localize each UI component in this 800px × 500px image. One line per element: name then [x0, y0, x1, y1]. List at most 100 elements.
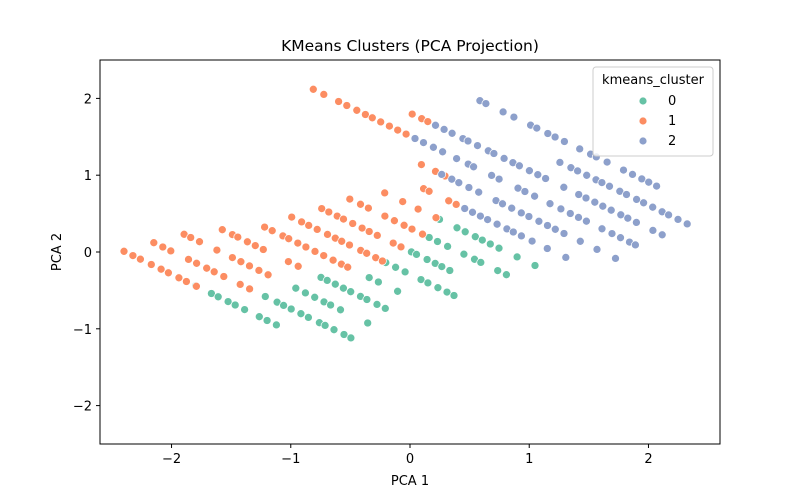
data-point-cluster-0 [364, 273, 374, 282]
data-point-cluster-2 [555, 158, 565, 167]
data-point-cluster-2 [556, 204, 566, 214]
data-point-cluster-1 [209, 267, 219, 277]
data-point-cluster-0 [393, 286, 402, 296]
data-point-cluster-2 [509, 112, 519, 122]
legend-entry: 0 [638, 94, 676, 109]
data-point-cluster-1 [236, 257, 246, 267]
data-point-cluster-1 [328, 255, 338, 265]
data-point-cluster-2 [622, 190, 631, 199]
data-point-cluster-1 [254, 266, 264, 275]
data-point-cluster-2 [545, 199, 555, 209]
data-point-cluster-0 [485, 239, 495, 249]
data-point-cluster-1 [431, 213, 441, 223]
data-point-cluster-1 [372, 231, 382, 240]
data-point-cluster-0 [230, 300, 240, 310]
data-point-cluster-2 [534, 216, 544, 226]
y-tick-label: 0 [84, 246, 92, 261]
data-point-cluster-1 [424, 186, 434, 196]
chart-title: KMeans Clusters (PCA Projection) [281, 37, 539, 55]
data-point-cluster-1 [228, 253, 237, 262]
data-point-cluster-0 [339, 330, 349, 339]
data-point-cluster-1 [380, 188, 390, 198]
data-point-cluster-1 [324, 207, 334, 217]
data-point-cluster-0 [433, 237, 442, 246]
data-point-cluster-1 [334, 97, 343, 106]
data-point-cluster-1 [149, 238, 159, 248]
data-point-cluster-2 [616, 233, 625, 243]
data-point-cluster-0 [330, 279, 340, 289]
data-point-cluster-2 [559, 182, 569, 192]
data-point-cluster-1 [348, 219, 358, 228]
data-point-cluster-2 [550, 132, 560, 142]
data-point-cluster-0 [391, 262, 400, 272]
data-point-cluster-2 [527, 236, 537, 246]
data-point-cluster-1 [378, 256, 387, 266]
data-point-cluster-2 [673, 215, 683, 224]
data-point-cluster-1 [319, 251, 329, 260]
data-point-cluster-1 [357, 223, 367, 233]
data-point-cluster-0 [372, 300, 382, 309]
data-points [119, 84, 692, 343]
data-point-cluster-2 [498, 199, 507, 209]
data-point-cluster-2 [657, 230, 667, 240]
data-point-cluster-2 [499, 154, 509, 163]
data-point-cluster-2 [637, 174, 647, 184]
data-point-cluster-0 [279, 301, 288, 310]
data-point-cluster-0 [223, 297, 233, 306]
data-point-cluster-2 [468, 207, 477, 217]
data-point-cluster-2 [494, 174, 504, 184]
data-point-cluster-0 [329, 325, 339, 335]
data-point-cluster-2 [575, 236, 585, 246]
data-point-cluster-0 [286, 304, 296, 314]
data-point-cluster-1 [287, 212, 297, 222]
data-point-cluster-2 [541, 174, 550, 183]
data-point-cluster-1 [245, 261, 254, 271]
data-point-cluster-0 [502, 270, 511, 280]
data-point-cluster-1 [267, 226, 277, 236]
y-axis-label: PCA 2 [50, 233, 65, 271]
data-point-cluster-1 [376, 117, 386, 127]
data-point-cluster-1 [243, 237, 252, 247]
data-point-cluster-1 [339, 214, 348, 224]
data-point-cluster-1 [164, 268, 173, 278]
data-point-cluster-2 [602, 157, 612, 167]
data-point-cluster-1 [263, 270, 273, 280]
data-point-cluster-0 [477, 235, 487, 245]
data-point-cluster-2 [623, 213, 633, 223]
legend-entry: 1 [638, 114, 676, 129]
data-point-cluster-1 [217, 225, 227, 235]
data-point-cluster-1 [407, 224, 417, 234]
data-point-cluster-2 [517, 231, 526, 241]
data-point-cluster-1 [398, 197, 408, 206]
data-point-cluster-2 [559, 229, 569, 238]
data-point-cluster-2 [508, 227, 518, 237]
data-point-cluster-2 [516, 208, 526, 218]
data-point-cluster-2 [606, 205, 616, 215]
data-point-cluster-2 [437, 170, 447, 179]
data-point-cluster-1 [202, 263, 212, 273]
data-point-cluster-1 [250, 241, 260, 250]
data-point-cluster-0 [437, 262, 447, 271]
data-point-cluster-1 [401, 129, 411, 139]
data-point-cluster-1 [156, 264, 166, 274]
data-point-cluster-2 [543, 221, 552, 230]
data-point-cluster-1 [195, 237, 204, 247]
data-point-cluster-1 [362, 248, 372, 258]
data-point-cluster-0 [374, 277, 383, 287]
data-point-cluster-0 [452, 223, 462, 233]
data-point-cluster-1 [304, 221, 314, 230]
data-point-cluster-0 [470, 232, 480, 242]
data-point-cluster-1 [323, 230, 332, 239]
data-point-cluster-2 [648, 202, 658, 212]
data-point-cluster-2 [631, 240, 640, 250]
data-point-cluster-2 [474, 187, 484, 197]
legend-box [592, 66, 714, 157]
data-point-cluster-2 [597, 178, 607, 187]
data-point-cluster-0 [380, 304, 390, 313]
data-point-cluster-2 [419, 138, 428, 147]
data-point-cluster-1 [258, 245, 268, 254]
data-point-cluster-2 [592, 245, 602, 254]
data-point-cluster-0 [530, 261, 540, 270]
data-point-cluster-0 [442, 287, 452, 297]
